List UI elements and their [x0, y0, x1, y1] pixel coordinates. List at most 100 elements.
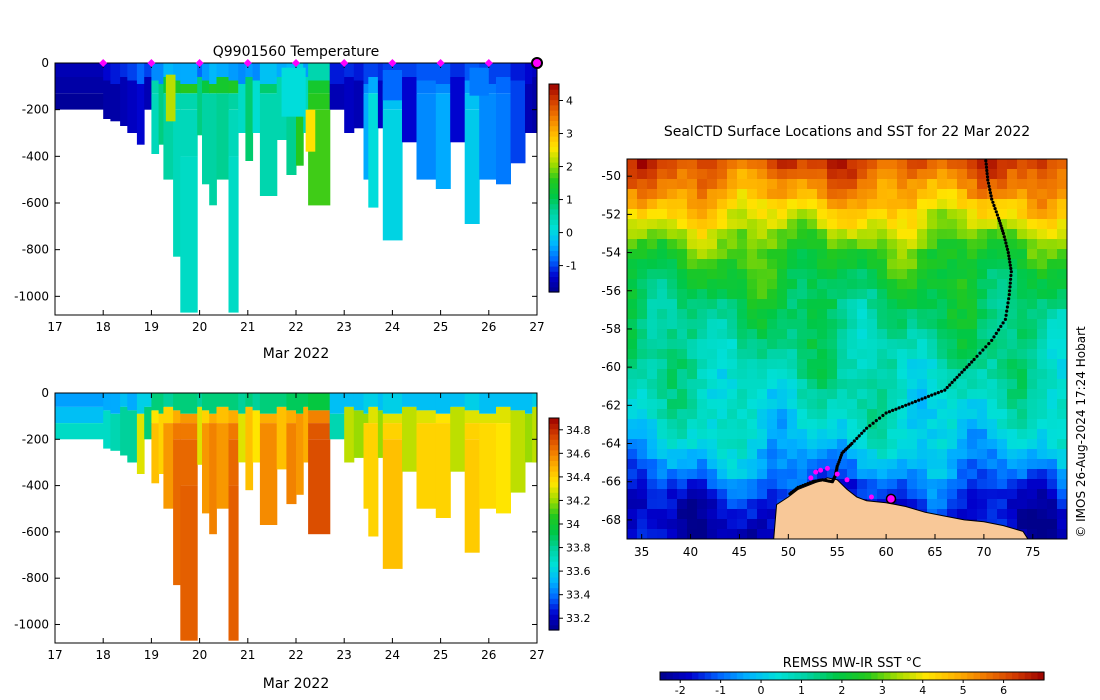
salinity-x-tick-label: 20 — [192, 648, 207, 662]
sst-cell — [737, 359, 748, 370]
sst-cell — [947, 319, 958, 330]
sst-cell — [667, 459, 678, 470]
sst-cell — [737, 219, 748, 230]
sst-cell — [797, 169, 808, 180]
sst-cell — [1027, 329, 1038, 340]
temperature-cell — [103, 63, 111, 81]
sst-cell — [757, 379, 768, 390]
sst-cell — [977, 289, 988, 300]
sst-cell — [1007, 209, 1018, 220]
sst-cell — [967, 279, 978, 290]
temperature-cell — [209, 84, 217, 94]
sst-cell — [747, 189, 758, 200]
temperature-cell — [305, 109, 316, 152]
sst-cell — [967, 219, 978, 230]
sst-cell — [1057, 309, 1067, 320]
salinity-cell — [151, 393, 160, 411]
sst-cell — [1057, 369, 1067, 380]
sst-cell — [937, 389, 948, 400]
sst-cell — [787, 229, 798, 240]
temperature-cell — [496, 63, 511, 77]
sst-cell — [747, 439, 758, 450]
salinity-cell — [136, 413, 145, 474]
sst-cell — [887, 179, 898, 190]
temperature-x-axis: 17 18 19 20 21 22 23 24 25 26 27 — [47, 63, 545, 334]
sst-cell — [877, 329, 888, 340]
sst-cell — [687, 499, 698, 510]
sst-cell — [1037, 449, 1048, 460]
salinity-cell — [344, 393, 355, 407]
sst-cell — [857, 269, 868, 280]
temperature-cell — [165, 74, 176, 122]
salinity-colorbar-swatch — [549, 592, 559, 599]
sst-cell — [987, 379, 998, 390]
sst-cell — [667, 239, 678, 250]
sst-cell — [1027, 279, 1038, 290]
sst-cell — [807, 219, 818, 230]
sst-cell — [637, 439, 648, 450]
sst-cell — [707, 289, 718, 300]
sst-cell — [727, 429, 738, 440]
sst-cell — [987, 449, 998, 460]
temperature-cell — [202, 63, 210, 81]
sst-colorbar-swatch — [935, 672, 943, 680]
sst-cell — [987, 499, 998, 510]
sst-cell — [657, 249, 668, 260]
salinity-cell — [110, 413, 121, 451]
sst-cell — [1047, 459, 1058, 470]
sst-cell — [627, 489, 638, 500]
sst-cell — [737, 339, 748, 350]
sst-colorbar-swatch — [864, 672, 872, 680]
sst-cell — [827, 329, 838, 340]
sst-cell — [827, 309, 838, 320]
sst-cell — [727, 319, 738, 330]
track-point — [1007, 293, 1011, 297]
sst-cell — [767, 519, 778, 530]
sst-cell — [997, 189, 1008, 200]
salinity-cell — [180, 439, 198, 486]
temperature-colorbar-swatch — [549, 125, 559, 132]
sst-cell — [917, 159, 928, 170]
sst-cell — [627, 159, 638, 170]
sst-cell — [737, 189, 748, 200]
sst-cell — [797, 409, 808, 420]
sst-cell — [937, 349, 948, 360]
track-point — [985, 172, 989, 176]
sst-cell — [627, 389, 638, 400]
sst-cell — [987, 299, 998, 310]
temperature-colorbar-swatch — [549, 94, 559, 101]
sst-colorbar-swatch — [890, 672, 898, 680]
track-point — [808, 481, 812, 485]
sst-cell — [987, 409, 998, 420]
track-point — [862, 429, 866, 433]
sst-cell — [917, 239, 928, 250]
temperature-cell — [416, 80, 437, 94]
sst-cell — [807, 429, 818, 440]
track-point — [960, 370, 964, 374]
sst-cell — [777, 399, 788, 410]
sst-cell — [987, 219, 998, 230]
sst-cell — [677, 329, 688, 340]
sst-cell — [807, 399, 818, 410]
sst-cell — [1057, 419, 1067, 430]
sst-cell — [927, 189, 938, 200]
sst-cell — [1047, 249, 1058, 260]
sst-cell — [687, 199, 698, 210]
sst-cell — [677, 369, 688, 380]
sst-cell — [717, 439, 728, 450]
sst-cell — [697, 399, 708, 410]
sst-cell — [727, 269, 738, 280]
sst-cell — [837, 219, 848, 230]
salinity-y-tick-label: -1000 — [14, 617, 49, 631]
sst-cell — [897, 209, 908, 220]
sst-cell — [737, 229, 748, 240]
sst-cell — [977, 179, 988, 190]
sst-cell — [1017, 179, 1028, 190]
sst-cell — [647, 199, 658, 210]
longitude-tick-label: 35 — [634, 545, 649, 559]
sst-cell — [907, 229, 918, 240]
sst-cell — [737, 519, 748, 530]
sst-cell — [977, 279, 988, 290]
sst-cell — [1057, 519, 1067, 530]
sst-cell — [907, 199, 918, 210]
